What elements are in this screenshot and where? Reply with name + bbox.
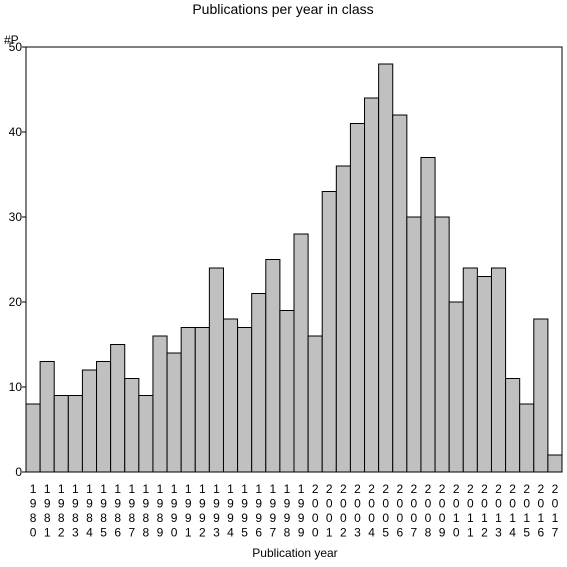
bar-2015 — [519, 403, 535, 473]
bar-2010 — [448, 301, 464, 473]
bar-2016 — [533, 318, 549, 473]
bar-1995 — [237, 327, 253, 473]
bar-1990 — [166, 352, 182, 473]
bar-2009 — [434, 216, 450, 473]
bar-1988 — [138, 395, 154, 473]
bar-2001 — [321, 191, 337, 473]
bar-2008 — [420, 157, 436, 473]
bar-1985 — [96, 361, 112, 473]
bar-1987 — [124, 378, 140, 473]
bar-2013 — [490, 267, 507, 473]
x-ticks-layer: 1 9 8 0 1 9 8 1 1 9 8 2 1 9 8 3 1 9 8 4 1 9 8 5 1 9 8 6 1 9 8 7 1 9 8 8 1 9 8 9… — [30, 482, 559, 540]
bar-1999 — [293, 233, 309, 473]
bar-2012 — [476, 276, 492, 473]
y-tick-label-40: 40 — [9, 125, 23, 139]
y-tick-label-30: 30 — [9, 210, 23, 224]
bar-1984 — [81, 369, 98, 473]
y-tick-label-50: 50 — [9, 40, 23, 54]
bar-1980 — [25, 403, 41, 473]
bar-1994 — [222, 318, 239, 473]
bar-1981 — [39, 361, 55, 473]
y-ticks-layer: 0 10 20 30 40 50 — [9, 40, 26, 479]
y-tick-label-0: 0 — [15, 465, 22, 479]
bar-1998 — [279, 310, 295, 473]
plot-frame — [25, 46, 563, 473]
bar-2003 — [349, 123, 366, 473]
bar-2006 — [392, 114, 408, 473]
bar-2011 — [462, 267, 478, 473]
bar-1997 — [265, 259, 281, 473]
x-axis-label: Publication year — [252, 546, 337, 560]
chart-title: Publications per year in class — [192, 1, 373, 17]
bars-layer — [25, 63, 563, 473]
bar-2002 — [335, 165, 351, 473]
bar-1993 — [208, 267, 224, 473]
bar-1989 — [152, 335, 168, 473]
bar-2000 — [307, 335, 323, 473]
bar-1983 — [67, 395, 83, 473]
bar-1991 — [180, 327, 196, 473]
bar-1996 — [251, 293, 267, 473]
y-axis-label: #P — [4, 33, 19, 47]
bar-2005 — [378, 63, 394, 473]
bar-2014 — [505, 378, 521, 473]
bar-2004 — [364, 97, 380, 473]
y-tick-label-10: 10 — [9, 380, 23, 394]
bar-2017 — [547, 454, 563, 473]
bar-1992 — [194, 327, 210, 473]
bar-2007 — [406, 216, 422, 473]
bar-1986 — [110, 344, 126, 473]
bar-1982 — [53, 395, 69, 473]
y-tick-label-20: 20 — [9, 295, 23, 309]
